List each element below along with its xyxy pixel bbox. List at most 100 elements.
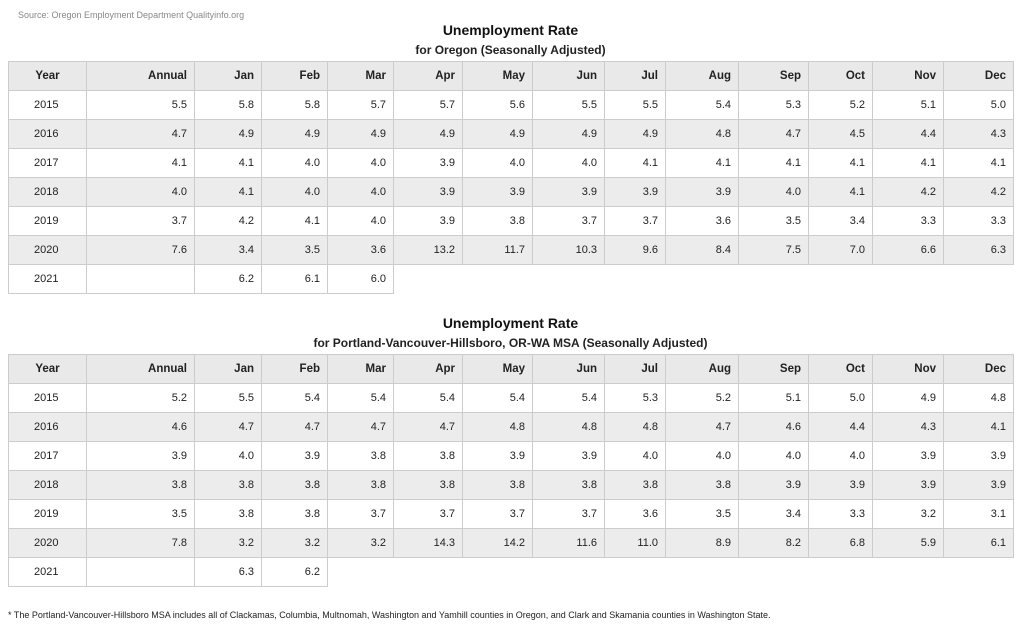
rate-cell: 5.5: [532, 90, 605, 120]
rate-cell: 3.3: [872, 206, 944, 236]
year-cell: 2015: [8, 383, 87, 413]
rate-cell: 4.0: [604, 441, 666, 471]
rate-cell: 6.6: [872, 235, 944, 265]
year-cell: 2017: [8, 441, 87, 471]
rate-cell: 4.0: [808, 441, 873, 471]
column-header: Sep: [738, 354, 809, 384]
table-row: 2015 5.5 5.8 5.8 5.7 5.7 5.6 5.5 5.5 5.4 5.3 5.2 5.1…: [8, 90, 1014, 120]
rate-cell: 5.3: [738, 90, 809, 120]
rate-cell: 4.9: [462, 119, 533, 149]
column-header: Oct: [808, 61, 873, 91]
source: Source: Oregon Employment Department Qua…: [18, 10, 245, 20]
rate-cell: 4.0: [327, 206, 394, 236]
rate-cell: 4.1: [665, 148, 739, 178]
rate-cell: 4.7: [261, 412, 328, 442]
rate-cell: 4.7: [327, 412, 394, 442]
table-row: 2015 5.2 5.5 5.4 5.4 5.4 5.4 5.4 5.3 5.2 5.1 5.0 4.9…: [8, 383, 1014, 413]
rate-cell: 3.9: [943, 441, 1014, 471]
rate-cell: 4.8: [462, 412, 533, 442]
rate-cell: 4.1: [808, 148, 873, 178]
rate-cell: 4.1: [943, 148, 1014, 178]
column-header: Dec: [943, 354, 1014, 384]
table-row: 2020 7.6 3.4 3.5 3.6 13.2 11.7 10.3 9.6 8.4 7.5 7.0…: [8, 235, 1014, 265]
rate-cell: 5.2: [808, 90, 873, 120]
rate-cell: 3.9: [943, 470, 1014, 500]
table-row: 2017 3.9 4.0 3.9 3.8 3.8 3.9 3.9 4.0 4.0 4.0 4.0 3.9…: [8, 441, 1014, 471]
rate-cell: 4.0: [532, 148, 605, 178]
rate-cell: 4.0: [86, 177, 195, 207]
rate-cell: 3.8: [86, 470, 195, 500]
table-row: 2019 3.5 3.8 3.8 3.7 3.7 3.7 3.7 3.6 3.5 3.4 3.3 3.2…: [8, 499, 1014, 529]
table-row: 2017 4.1 4.1 4.0 4.0 3.9 4.0 4.0 4.1 4.1 4.1 4.1 4.1…: [8, 148, 1014, 178]
rate-cell: 4.9: [261, 119, 328, 149]
column-header: Feb: [261, 354, 328, 384]
rate-cell: 4.9: [194, 119, 262, 149]
rate-cell: 3.5: [738, 206, 809, 236]
column-header: Jun: [532, 61, 605, 91]
rate-cell: 3.9: [872, 470, 944, 500]
rate-cell: 3.8: [665, 470, 739, 500]
header-row: Year Annual Jan Feb Mar Apr May Jun Jul Aug Sep Oct…: [8, 61, 1014, 91]
rate-cell: 3.7: [532, 206, 605, 236]
year-cell: 2020: [8, 528, 87, 558]
rate-cell: 4.1: [943, 412, 1014, 442]
rate-cell: 3.8: [327, 470, 394, 500]
column-header: Apr: [393, 61, 463, 91]
rate-cell: 3.7: [604, 206, 666, 236]
column-header: Jul: [604, 354, 666, 384]
rate-cell: 7.0: [808, 235, 873, 265]
column-header: Nov: [872, 354, 944, 384]
rate-cell: 3.7: [327, 499, 394, 529]
rate-cell: 3.7: [532, 499, 605, 529]
rate-cell: 5.4: [462, 383, 533, 413]
rate-cell: 6.3: [194, 557, 262, 587]
rate-cell: 5.9: [872, 528, 944, 558]
table-row: 2021 6.3 6.2: [8, 557, 1014, 587]
column-header: Oct: [808, 354, 873, 384]
rate-cell: 3.9: [532, 441, 605, 471]
column-header: Mar: [327, 61, 394, 91]
rate-cell: 3.6: [604, 499, 666, 529]
rate-cell: [86, 557, 195, 587]
rate-cell: 5.6: [462, 90, 533, 120]
column-header: Jun: [532, 354, 605, 384]
rate-cell: 3.9: [393, 148, 463, 178]
rate-cell: 3.8: [532, 470, 605, 500]
data-table: Year Annual Jan Feb Mar Apr May Jun Jul Aug Sep Oct…: [8, 61, 1014, 294]
year-cell: 2015: [8, 90, 87, 120]
column-header: Nov: [872, 61, 944, 91]
rate-cell: 8.9: [665, 528, 739, 558]
header-row: Year Annual Jan Feb Mar Apr May Jun Jul Aug Sep Oct…: [8, 354, 1014, 384]
rate-cell: 4.9: [393, 119, 463, 149]
rate-cell: 3.6: [327, 235, 394, 265]
rate-cell: 3.3: [808, 499, 873, 529]
rate-cell: 3.3: [943, 206, 1014, 236]
rate-cell: 5.1: [738, 383, 809, 413]
rate-cell: 4.2: [194, 206, 262, 236]
rate-cell: 5.8: [261, 90, 328, 120]
rate-cell: 4.8: [532, 412, 605, 442]
year-cell: 2016: [8, 412, 87, 442]
rate-cell: 4.9: [872, 383, 944, 413]
year-cell: 2020: [8, 235, 87, 265]
rate-cell: 4.1: [872, 148, 944, 178]
rate-cell: 5.4: [665, 90, 739, 120]
rate-cell: 5.3: [604, 383, 666, 413]
rate-cell: 6.0: [327, 264, 394, 294]
rate-cell: 4.0: [261, 177, 328, 207]
rate-cell: 3.8: [462, 470, 533, 500]
rate-cell: 4.4: [872, 119, 944, 149]
data-table: Year Annual Jan Feb Mar Apr May Jun Jul Aug Sep Oct…: [8, 354, 1014, 587]
rate-cell: 4.7: [665, 412, 739, 442]
rate-cell: 3.8: [327, 441, 394, 471]
rate-cell: 4.0: [738, 441, 809, 471]
rate-cell: 3.2: [872, 499, 944, 529]
rate-cell: 4.0: [327, 148, 394, 178]
rate-cell: 3.8: [393, 441, 463, 471]
rate-cell: 4.0: [194, 441, 262, 471]
year-cell: 2018: [8, 470, 87, 500]
rate-cell: 4.1: [738, 148, 809, 178]
rate-cell: 4.9: [532, 119, 605, 149]
rate-cell: 5.7: [327, 90, 394, 120]
